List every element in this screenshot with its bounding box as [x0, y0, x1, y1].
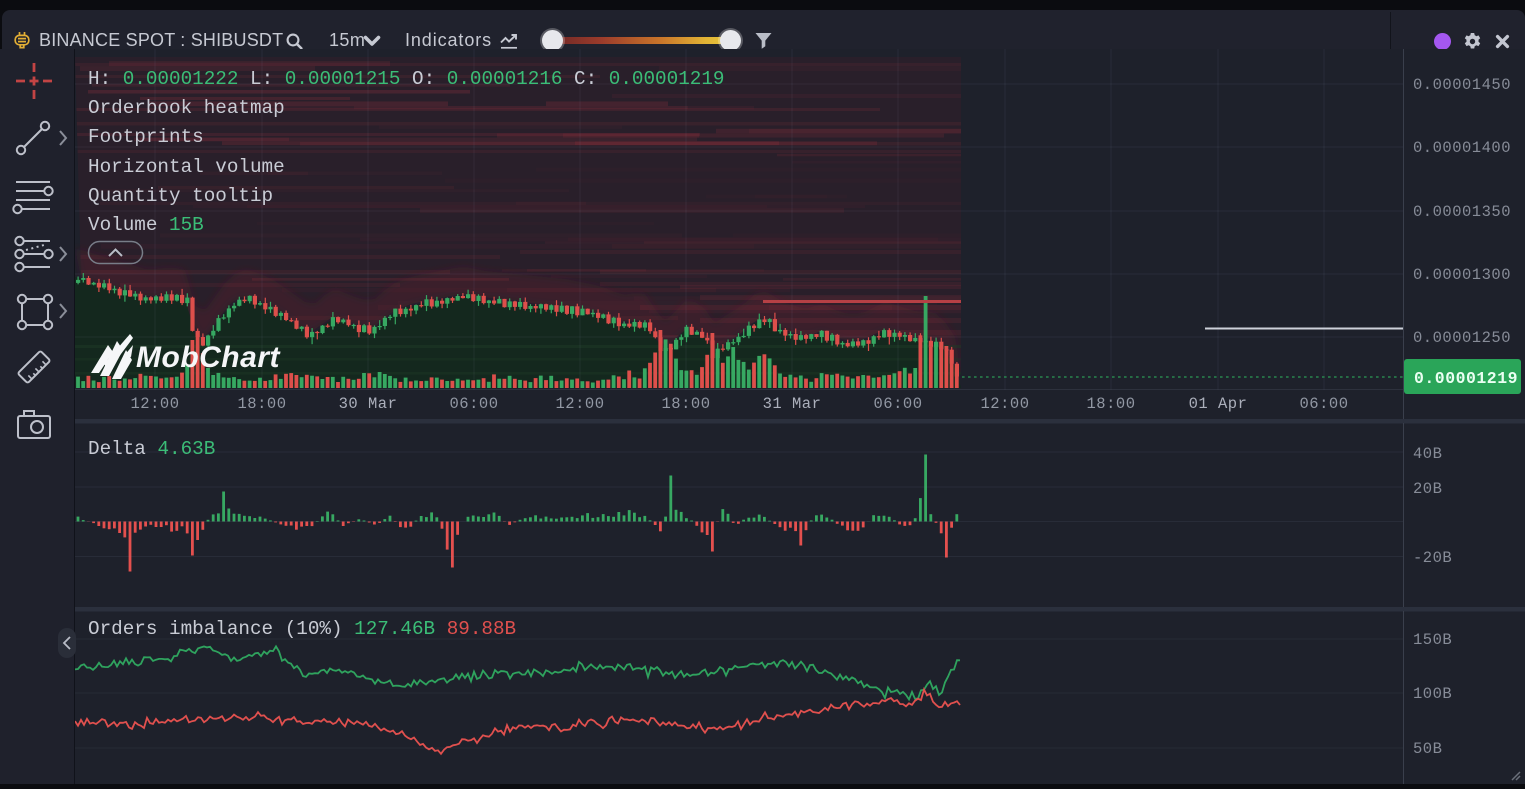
svg-text:20B: 20B [1413, 480, 1442, 498]
svg-text:150B: 150B [1413, 631, 1452, 649]
svg-text:0.00001400: 0.00001400 [1413, 139, 1511, 157]
svg-text:0.00001450: 0.00001450 [1413, 76, 1511, 94]
svg-text:06:00: 06:00 [1299, 395, 1348, 413]
svg-text:Quantity tooltip: Quantity tooltip [88, 185, 273, 207]
svg-text:MobChart: MobChart [136, 341, 281, 374]
svg-text:31 Mar: 31 Mar [763, 395, 822, 413]
svg-text:Horizontal volume: Horizontal volume [88, 156, 285, 178]
svg-text:30 Mar: 30 Mar [339, 395, 398, 413]
svg-text:40B: 40B [1413, 445, 1442, 463]
svg-text:Footprints: Footprints [88, 126, 204, 148]
svg-text:06:00: 06:00 [449, 395, 498, 413]
svg-text:01 Apr: 01 Apr [1189, 395, 1248, 413]
svg-text:Volume 15B: Volume 15B [88, 214, 204, 236]
svg-text:0.00001350: 0.00001350 [1413, 203, 1511, 221]
svg-text:0.00001300: 0.00001300 [1413, 266, 1511, 284]
svg-text:100B: 100B [1413, 685, 1452, 703]
svg-text:12:00: 12:00 [980, 395, 1029, 413]
svg-text:18:00: 18:00 [1086, 395, 1135, 413]
svg-text:Orders imbalance (10%) 127.46B: Orders imbalance (10%) 127.46B 89.88B [88, 618, 516, 640]
svg-text:Orderbook heatmap: Orderbook heatmap [88, 97, 285, 119]
svg-text:0.00001250: 0.00001250 [1413, 329, 1511, 347]
svg-text:-20B: -20B [1413, 549, 1452, 567]
svg-text:0.00001219: 0.00001219 [1414, 369, 1518, 388]
svg-text:50B: 50B [1413, 740, 1442, 758]
svg-text:H: 0.00001222 L: 0.00001215 O:: H: 0.00001222 L: 0.00001215 O: 0.0000121… [88, 68, 724, 90]
svg-text:18:00: 18:00 [661, 395, 710, 413]
svg-text:12:00: 12:00 [130, 395, 179, 413]
svg-text:Delta 4.63B: Delta 4.63B [88, 438, 215, 460]
svg-text:06:00: 06:00 [873, 395, 922, 413]
svg-text:18:00: 18:00 [237, 395, 286, 413]
svg-text:12:00: 12:00 [555, 395, 604, 413]
